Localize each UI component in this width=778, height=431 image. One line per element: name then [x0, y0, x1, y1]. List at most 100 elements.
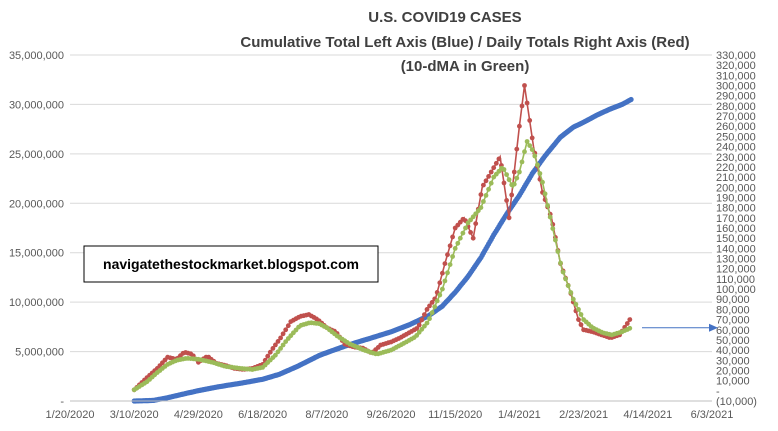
data-point	[424, 307, 430, 312]
y-right-tick-label: 70,000	[716, 315, 750, 327]
y-right-tick-label: 90,000	[716, 294, 750, 306]
data-point	[519, 103, 525, 109]
data-point	[511, 169, 517, 175]
data-point	[422, 312, 427, 317]
data-point	[460, 230, 466, 236]
data-point	[578, 312, 584, 317]
y-right-tick-label: 40,000	[716, 345, 750, 357]
data-point	[267, 349, 273, 355]
annotation-box	[83, 245, 379, 283]
y-left-tick-label: -	[60, 396, 64, 408]
data-point	[488, 169, 494, 175]
data-point	[491, 165, 497, 171]
data-point	[273, 352, 278, 358]
data-point	[553, 237, 558, 243]
data-point	[273, 342, 278, 348]
data-point	[445, 270, 450, 276]
data-point	[440, 286, 445, 292]
data-point	[265, 353, 271, 359]
data-point	[483, 193, 489, 198]
blog-annotation: navigatethestockmarket.blogspot.com	[103, 256, 359, 272]
data-point	[280, 342, 286, 348]
data-point	[542, 191, 548, 197]
y-right-tick-label: 20,000	[716, 365, 750, 377]
data-point	[280, 331, 286, 337]
data-point	[529, 147, 535, 153]
data-point	[416, 322, 422, 328]
data-point	[414, 326, 420, 331]
data-point	[429, 310, 435, 316]
data-point	[578, 322, 584, 328]
data-point	[532, 153, 538, 159]
data-point	[481, 182, 486, 188]
y-right-tick-label: (10,000)	[716, 396, 757, 408]
data-point	[447, 243, 453, 249]
series-layer	[131, 83, 634, 404]
x-tick-label: 1/4/2021	[498, 409, 541, 421]
data-point	[576, 317, 581, 322]
y-left-tick-label: 20,000,000	[9, 198, 64, 210]
data-point	[442, 261, 448, 266]
y-left-tick-label: 30,000,000	[9, 99, 64, 111]
data-point	[535, 162, 540, 168]
data-point	[275, 339, 281, 344]
data-point	[496, 156, 502, 162]
data-point	[573, 301, 579, 307]
data-point	[473, 221, 479, 227]
data-point	[427, 303, 432, 309]
y-right-tick-label: 200,000	[716, 182, 756, 194]
y-right-tick-label: 260,000	[716, 121, 756, 133]
data-point	[478, 205, 484, 211]
data-point	[486, 174, 491, 179]
data-point	[504, 172, 509, 178]
data-point	[445, 252, 450, 258]
data-point	[628, 96, 634, 103]
y-right-tick-label: 210,000	[716, 172, 756, 184]
data-point	[529, 135, 535, 141]
y-right-tick-label: 290,000	[716, 91, 756, 103]
data-point	[278, 346, 283, 351]
y-right-tick-label: 300,000	[716, 81, 756, 93]
data-point	[437, 292, 443, 298]
y-right-tick-label: 230,000	[716, 152, 756, 164]
data-point	[432, 304, 438, 310]
data-point	[442, 278, 448, 284]
data-point	[527, 118, 533, 123]
y-right-tick-label: 310,000	[716, 70, 756, 82]
y-right-tick-label: 130,000	[716, 254, 756, 266]
x-tick-label: 6/3/2021	[691, 409, 734, 421]
x-tick-label: 3/10/2020	[110, 409, 159, 421]
x-tick-label: 1/20/2020	[46, 409, 95, 421]
y-left-tick-label: 35,000,000	[9, 50, 64, 62]
data-point	[275, 349, 281, 355]
y-right-tick-label: 60,000	[716, 325, 750, 337]
data-point	[440, 270, 445, 276]
y-left-tick-label: 10,000,000	[9, 297, 64, 309]
data-point	[488, 180, 494, 186]
data-point	[514, 146, 520, 152]
data-point	[519, 159, 525, 165]
y-right-tick-label: 100,000	[716, 284, 756, 296]
y-right-tick-label: 80,000	[716, 304, 750, 316]
data-point	[504, 198, 509, 203]
data-point	[509, 192, 515, 198]
data-point	[570, 296, 576, 302]
arrow-head	[709, 323, 718, 332]
data-point	[550, 226, 556, 232]
data-point	[437, 280, 443, 286]
y-right-tick-label: 180,000	[716, 203, 756, 215]
x-tick-label: 11/15/2020	[428, 409, 482, 421]
data-point	[517, 123, 522, 129]
y-right-tick-label: 320,000	[716, 60, 756, 72]
data-point	[563, 276, 568, 282]
data-point	[468, 230, 473, 235]
data-point	[486, 186, 491, 192]
y-right-tick-label: 330,000	[716, 50, 756, 62]
data-point	[560, 269, 566, 275]
data-point	[501, 180, 507, 186]
data-point	[517, 169, 522, 175]
y-right-tick-label: 190,000	[716, 192, 756, 204]
y-right-tick-label: -	[716, 386, 720, 398]
